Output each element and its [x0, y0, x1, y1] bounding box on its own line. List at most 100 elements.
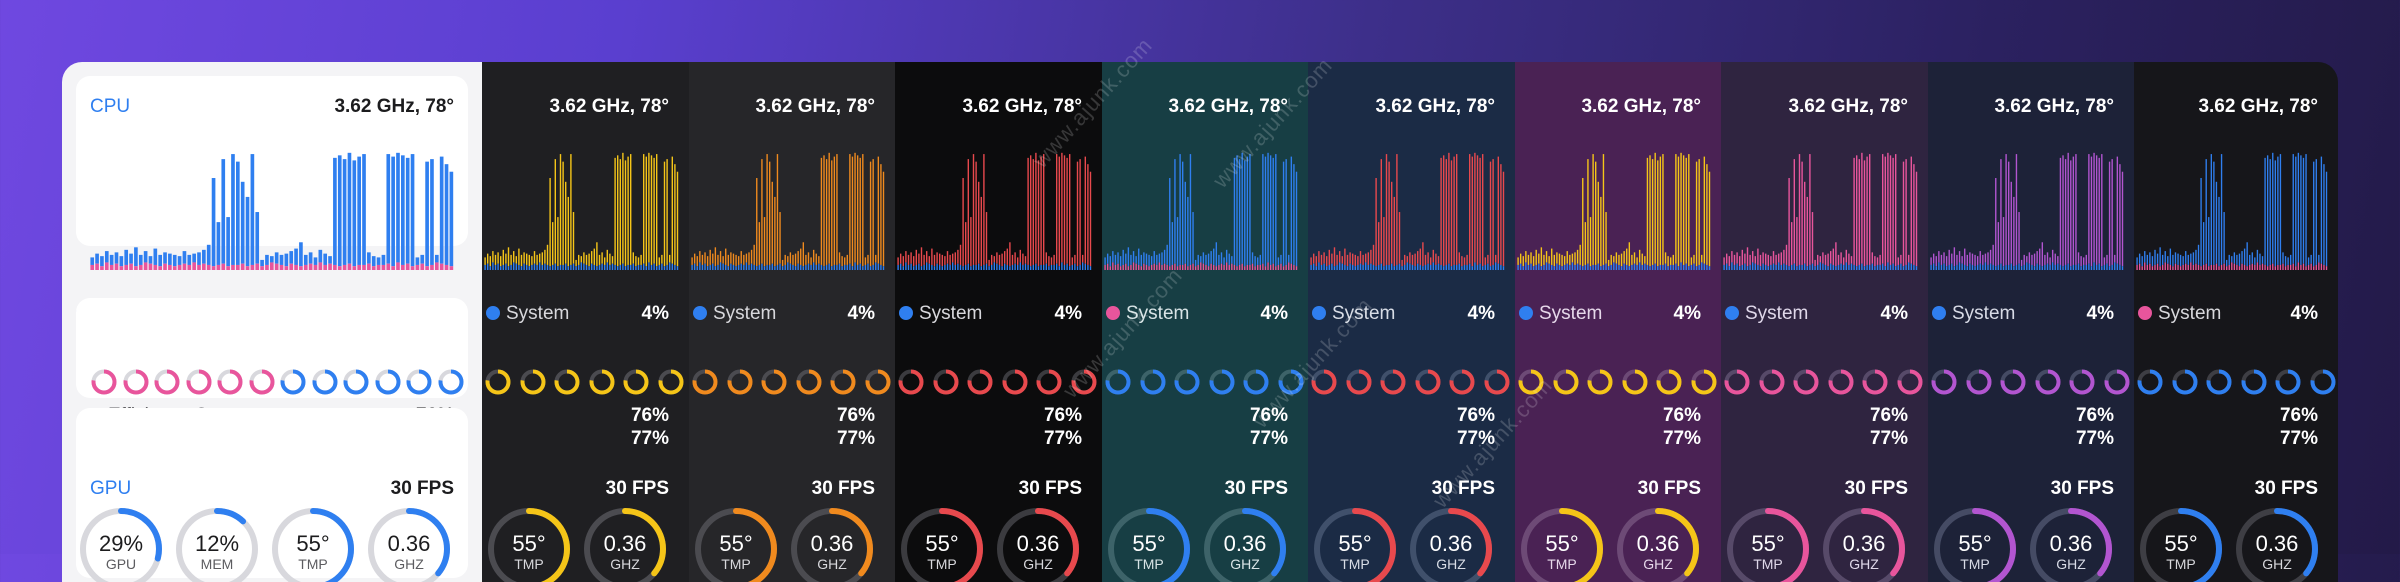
- user-bar: [802, 242, 805, 267]
- user-bar: [2215, 181, 2218, 264]
- user-bar: [1257, 257, 1259, 265]
- performance-core-ring: [406, 369, 432, 395]
- system-bar: [1741, 264, 1743, 270]
- user-bar: [1845, 249, 1847, 263]
- user-bar: [1626, 248, 1628, 265]
- user-bar: [444, 164, 449, 265]
- system-bar: [928, 263, 930, 270]
- cpu-gpu-widget-theme-2[interactable]: 3.62 GHz, 78° System 4% 76% 77% 30 FPS 55° TMP 0…: [689, 62, 895, 582]
- cpu-title: CPU: [90, 96, 131, 117]
- cpu-gpu-widget-theme-4[interactable]: 3.62 GHz, 78° System 4% 76% 77% 30 FPS 55° TMP 0…: [1102, 62, 1308, 582]
- ghz-gauge-value: 0.36: [2050, 531, 2093, 556]
- user-bar: [593, 248, 595, 265]
- system-bar: [575, 266, 577, 270]
- system-bar: [539, 262, 541, 270]
- system-bar: [386, 263, 391, 270]
- system-bar: [1448, 263, 1450, 270]
- system-bar: [637, 264, 640, 270]
- system-bar: [1432, 262, 1434, 270]
- user-bar: [1032, 159, 1034, 265]
- system-bar: [109, 264, 114, 270]
- system-bar: [90, 264, 95, 270]
- system-bar: [342, 264, 347, 270]
- user-bar: [1138, 248, 1140, 265]
- user-bar: [1563, 256, 1566, 265]
- user-bar: [494, 254, 497, 265]
- system-bar: [1037, 266, 1040, 270]
- user-bar: [1262, 154, 1264, 264]
- cpu-gpu-widget-theme-3[interactable]: 3.62 GHz, 78° System 4% 76% 77% 30 FPS 55° TMP 0…: [895, 62, 1102, 582]
- cpu-gpu-widget-theme-8[interactable]: 3.62 GHz, 78° System 4% 76% 77% 30 FPS 55° TMP 0…: [1928, 62, 2134, 582]
- system-bar: [774, 266, 776, 270]
- tmp-gauge-value: 55°: [1545, 531, 1578, 556]
- system-bar: [226, 266, 230, 270]
- user-bar: [1770, 256, 1772, 265]
- user-bar: [1419, 248, 1421, 265]
- user-bar: [1693, 254, 1695, 264]
- user-bar: [2223, 212, 2225, 264]
- user-bar: [391, 156, 395, 267]
- cpu-card: 3.62 GHz, 78°: [1102, 76, 1308, 270]
- system-bar: [1819, 262, 1821, 270]
- system-bar: [1022, 264, 1024, 270]
- user-bar: [489, 256, 491, 267]
- cpu-gpu-widget-theme-1[interactable]: 3.62 GHz, 78° System 4% 76% 77% 30 FPS 55° TMP 0…: [482, 62, 689, 582]
- system-bar: [1030, 266, 1032, 270]
- system-bar: [1659, 264, 1662, 270]
- user-bar: [1372, 244, 1375, 265]
- cpu-gpu-widget-theme-9[interactable]: 3.62 GHz, 78° System 4% 76% 77% 30 FPS 55° TMP 0…: [2134, 62, 2338, 582]
- system-bar: [367, 263, 371, 270]
- system-bar: [1024, 263, 1027, 270]
- system-bar: [1597, 263, 1599, 270]
- system-bar: [544, 263, 546, 270]
- user-bar: [2231, 256, 2233, 263]
- user-bar: [2320, 156, 2323, 264]
- user-bar: [197, 252, 201, 265]
- system-bar: [333, 264, 337, 270]
- system-bar: [2282, 263, 2284, 270]
- system-bar: [1623, 263, 1625, 270]
- system-bar: [825, 264, 828, 270]
- gpu-fps: 30 FPS: [390, 478, 454, 499]
- cpu-gpu-widget-theme-6[interactable]: 3.62 GHz, 78° System 4% 76% 77% 30 FPS 55° TMP 0…: [1515, 62, 1721, 582]
- user-bar: [2202, 222, 2205, 265]
- user-bar: [591, 251, 593, 264]
- system-bar: [202, 263, 206, 270]
- system-bar: [996, 263, 998, 270]
- system-bar: [1845, 262, 1847, 270]
- user-bar: [1953, 247, 1956, 267]
- system-bar: [923, 264, 925, 270]
- user-bar: [552, 222, 554, 265]
- system-bar: [1778, 262, 1780, 270]
- ghz-gauge-label: GHZ: [2056, 556, 2086, 572]
- user-bar: [1664, 252, 1667, 264]
- user-bar: [1739, 256, 1741, 267]
- user-bar: [1772, 251, 1775, 264]
- user-bar: [1517, 257, 1519, 265]
- cpu-gpu-widget-theme-7[interactable]: 3.62 GHz, 78° System 4% 76% 77% 30 FPS 55° TMP 0…: [1721, 62, 1928, 582]
- system-bar: [1259, 264, 1261, 270]
- user-bar: [756, 178, 758, 267]
- user-bar: [1935, 256, 1937, 267]
- user-bar: [484, 257, 486, 265]
- user-bar: [1527, 254, 1530, 265]
- user-bar: [1375, 178, 1377, 267]
- system-bar: [810, 264, 812, 270]
- system-bar: [975, 264, 977, 270]
- cores-card: 76% 77%: [895, 298, 1102, 449]
- user-bar: [920, 247, 923, 267]
- user-bar: [1592, 154, 1594, 265]
- system-bar: [487, 263, 489, 270]
- system-bar: [1974, 266, 1976, 270]
- user-bar: [90, 257, 95, 265]
- system-bar: [748, 264, 750, 270]
- user-bar: [1698, 159, 1700, 265]
- system-bar: [578, 264, 580, 270]
- cpu-gpu-widget-theme-5[interactable]: 3.62 GHz, 78° System 4% 76% 77% 30 FPS 55° TMP 0…: [1308, 62, 1515, 582]
- system-bar: [627, 264, 629, 270]
- user-bar: [1736, 252, 1738, 264]
- performance-cores-value: 77%: [836, 428, 875, 449]
- system-bar: [177, 264, 182, 270]
- system-bar: [805, 264, 807, 270]
